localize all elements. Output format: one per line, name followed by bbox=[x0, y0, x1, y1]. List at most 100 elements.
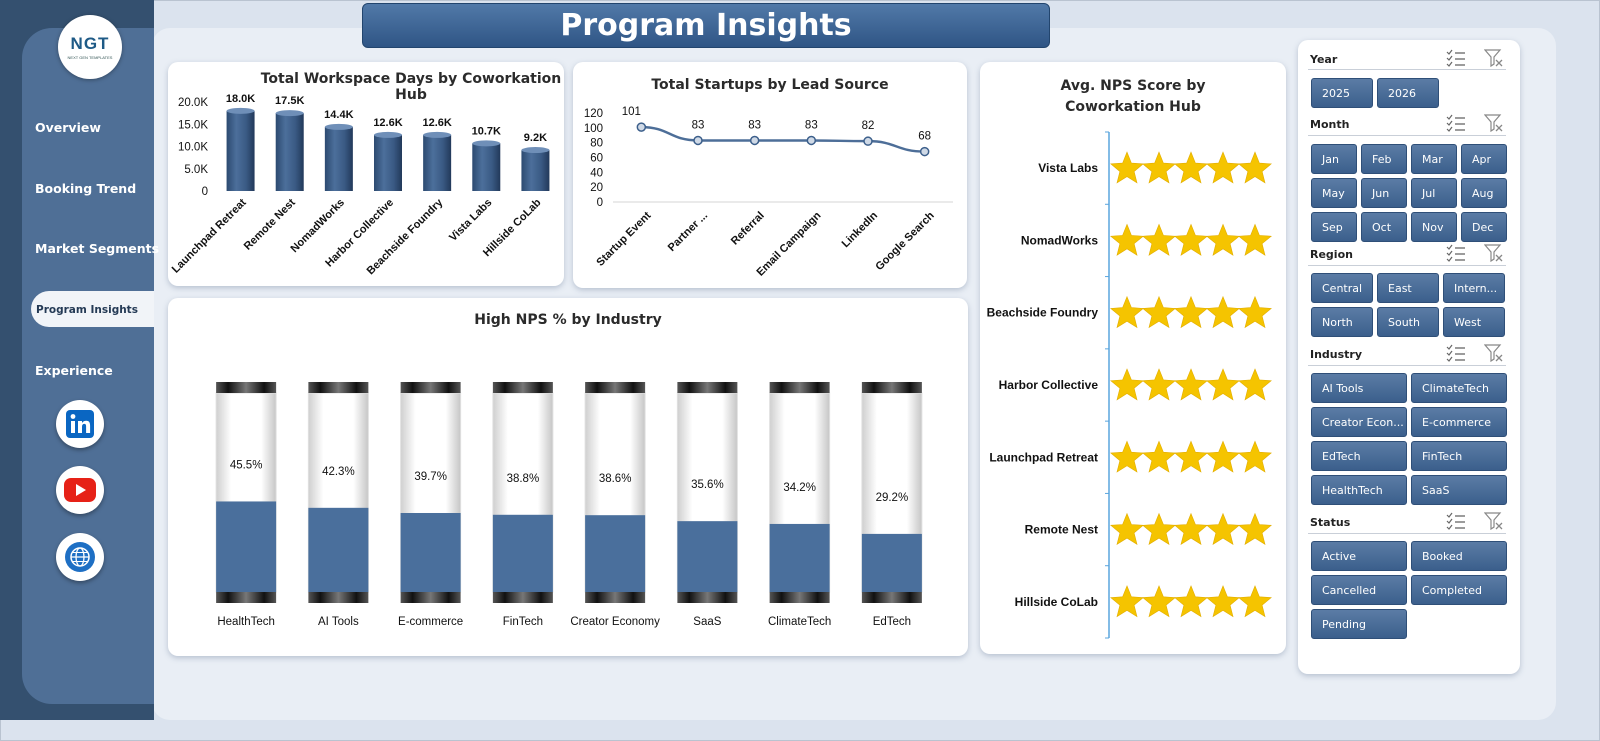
slicer-region-option[interactable]: East bbox=[1377, 273, 1439, 303]
multiselect-icon[interactable] bbox=[1446, 344, 1466, 362]
slicer-industry-option[interactable]: SaaS bbox=[1411, 475, 1507, 505]
tube-top-cap bbox=[861, 382, 922, 393]
slicer-status-option[interactable]: Completed bbox=[1411, 575, 1507, 605]
high-nps-value-label: 38.8% bbox=[507, 473, 540, 485]
tube-bottom-cap bbox=[585, 592, 646, 603]
avg-nps-category-label: Beachside Foundry bbox=[987, 306, 1099, 320]
linkedin-icon bbox=[66, 410, 94, 438]
slicer-month-option[interactable]: Jul bbox=[1411, 178, 1457, 208]
slicer-month-option[interactable]: Apr bbox=[1461, 144, 1507, 174]
youtube-icon bbox=[64, 478, 96, 502]
slicer-status-option[interactable]: Booked bbox=[1411, 541, 1507, 571]
slicer-industry-option[interactable]: EdTech bbox=[1311, 441, 1407, 471]
slicer-month-option[interactable]: Nov bbox=[1411, 212, 1457, 242]
slicer-industry-header: Industry bbox=[1310, 348, 1363, 361]
slicer-month-option[interactable]: Aug bbox=[1461, 178, 1507, 208]
startups-category-label: Google Search bbox=[873, 209, 937, 273]
clear-filter-icon[interactable] bbox=[1483, 512, 1504, 531]
avg-nps-category-label: Hillside CoLab bbox=[1015, 595, 1098, 609]
star-icon bbox=[1142, 368, 1176, 401]
tube-bottom-cap bbox=[769, 592, 830, 603]
y-tick-label: 0 bbox=[202, 186, 208, 198]
slicer-region-option[interactable]: Intern... bbox=[1443, 273, 1505, 303]
clear-filter-icon[interactable] bbox=[1483, 244, 1504, 263]
star-icon bbox=[1110, 512, 1144, 545]
star-icon bbox=[1174, 295, 1208, 329]
slicer-status-option[interactable]: Cancelled bbox=[1311, 575, 1407, 605]
sidebar-item-experience[interactable]: Experience bbox=[35, 363, 113, 378]
clear-filter-icon[interactable] bbox=[1483, 344, 1504, 363]
slicer-region-option[interactable]: West bbox=[1443, 307, 1505, 337]
slicer-month-option[interactable]: Jun bbox=[1361, 178, 1407, 208]
multiselect-icon[interactable] bbox=[1446, 512, 1466, 530]
globe-icon bbox=[65, 542, 95, 572]
slicer-month-option[interactable]: May bbox=[1311, 178, 1357, 208]
high-nps-chart: 45.5% HealthTech 42.3% AI Tools 39.7% E-comme… bbox=[215, 382, 923, 628]
slicer-region-option[interactable]: South bbox=[1377, 307, 1439, 337]
slicer-industry-option[interactable]: E-commerce bbox=[1411, 407, 1507, 437]
multiselect-icon[interactable] bbox=[1446, 49, 1466, 67]
slicer-industry-option[interactable]: Creator Econ... bbox=[1311, 407, 1407, 437]
linkedin-link[interactable] bbox=[56, 400, 104, 448]
slicer-month-option[interactable]: Feb bbox=[1361, 144, 1407, 174]
high-nps-category-label: E-commerce bbox=[398, 616, 463, 628]
slicer-industry-option[interactable]: FinTech bbox=[1411, 441, 1507, 471]
slicer-month-option[interactable]: Oct bbox=[1361, 212, 1407, 242]
y-tick-label: 120 bbox=[584, 108, 603, 120]
star-icon bbox=[1238, 223, 1272, 256]
slicer-month-option[interactable]: Jan bbox=[1311, 144, 1357, 174]
star-icon bbox=[1206, 151, 1240, 184]
slicer-year-header: Year bbox=[1310, 53, 1338, 66]
youtube-link[interactable] bbox=[56, 466, 104, 514]
star-icon bbox=[1206, 440, 1240, 473]
multiselect-icon[interactable] bbox=[1446, 244, 1466, 262]
avg-nps-category-label: Remote Nest bbox=[1025, 523, 1098, 537]
star-icon bbox=[1110, 368, 1144, 401]
y-tick-label: 20 bbox=[590, 182, 603, 194]
slicer-industry-option[interactable]: HealthTech bbox=[1311, 475, 1407, 505]
y-tick-label: 20.0K bbox=[178, 97, 208, 109]
slicer-year-option[interactable]: 2025 bbox=[1311, 78, 1373, 108]
high-nps-value-label: 35.6% bbox=[691, 479, 724, 491]
slicer-month-option[interactable]: Sep bbox=[1311, 212, 1357, 242]
slicer-region-option[interactable]: Central bbox=[1311, 273, 1373, 303]
high-nps-value-label: 42.3% bbox=[322, 466, 355, 478]
star-icon bbox=[1206, 585, 1240, 618]
startups-category-label: Startup Event bbox=[594, 209, 653, 268]
star-icon bbox=[1174, 585, 1208, 618]
workspace-bar-top bbox=[423, 131, 452, 138]
multiselect-icon[interactable] bbox=[1446, 114, 1466, 132]
y-tick-label: 100 bbox=[584, 123, 603, 135]
slicer-year-option[interactable]: 2026 bbox=[1377, 78, 1439, 108]
slicer-status-header: Status bbox=[1310, 516, 1351, 529]
sidebar-item-overview[interactable]: Overview bbox=[35, 120, 101, 135]
star-icon bbox=[1238, 440, 1272, 473]
slicer-status-option[interactable]: Active bbox=[1311, 541, 1407, 571]
star-icon bbox=[1174, 440, 1208, 473]
slicer-month-header: Month bbox=[1310, 118, 1350, 131]
sidebar-item-program-insights[interactable] bbox=[31, 291, 154, 327]
tube-top-cap bbox=[308, 382, 369, 393]
slicer-status-option[interactable]: Pending bbox=[1311, 609, 1407, 639]
star-icon bbox=[1174, 368, 1208, 401]
slicer-month-option[interactable]: Mar bbox=[1411, 144, 1457, 174]
tube-fill bbox=[861, 533, 922, 592]
slicer-industry-option[interactable]: ClimateTech bbox=[1411, 373, 1507, 403]
slicer-month-option[interactable]: Dec bbox=[1461, 212, 1507, 242]
star-icon bbox=[1142, 440, 1176, 473]
clear-filter-icon[interactable] bbox=[1483, 49, 1504, 68]
slicer-industry-option[interactable]: AI Tools bbox=[1311, 373, 1407, 403]
slicer-divider bbox=[1308, 69, 1506, 70]
workspace-bar-top bbox=[324, 123, 353, 130]
clear-filter-icon[interactable] bbox=[1483, 114, 1504, 133]
logo: NGT NEXT GEN TEMPLATES bbox=[58, 15, 122, 79]
website-link[interactable] bbox=[56, 533, 104, 581]
tube-bottom-cap bbox=[216, 592, 277, 603]
sidebar-item-market-segments[interactable]: Market Segments bbox=[35, 241, 160, 256]
workspace-bar bbox=[324, 126, 353, 191]
sidebar-item-booking-trend[interactable]: Booking Trend bbox=[35, 181, 137, 196]
slicer-region-option[interactable]: North bbox=[1311, 307, 1373, 337]
star-icon bbox=[1206, 295, 1240, 329]
startups-chart: 0 20 40 60 80 100 120 101 Startup Event 83 Partner… bbox=[584, 106, 953, 279]
tube-top-cap bbox=[677, 382, 738, 393]
